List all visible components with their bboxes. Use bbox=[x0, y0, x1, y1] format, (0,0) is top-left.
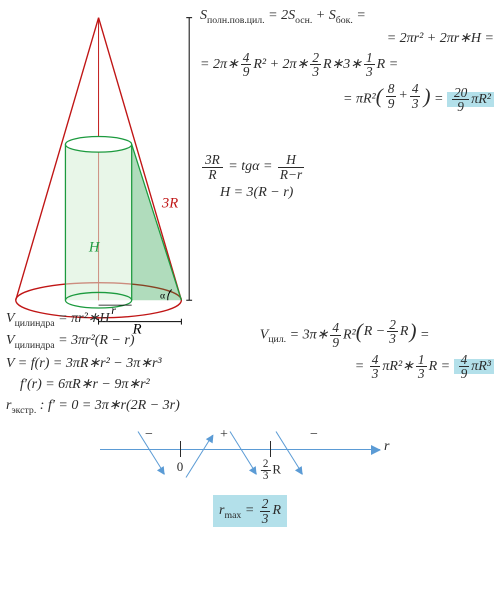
tick-0 bbox=[180, 441, 181, 457]
eq-fprime: f′(r) = 6πR∗r − 9π∗r² bbox=[20, 376, 260, 393]
sign-minus2: − bbox=[310, 427, 318, 443]
eq-Vfr: V = f(r) = 3πR∗r² − 3π∗r³ bbox=[6, 355, 260, 372]
eq-S-line2: = 2πr² + 2πr∗H = bbox=[200, 30, 494, 47]
axis-label-r: r bbox=[384, 439, 389, 455]
volume-block: Vцилиндра = πr²∗H Vцилиндра = 3πr²(R − r… bbox=[6, 308, 494, 417]
eq-tangent: 3RR = tgα = HR−r bbox=[200, 153, 494, 181]
arrow-down2 bbox=[230, 432, 257, 475]
eq-rextr: rэкстр. : f′ = 0 = 3π∗r(2R − 3r) bbox=[6, 397, 260, 416]
arrow-up bbox=[186, 435, 213, 478]
result-volume: 49πR³ bbox=[454, 359, 494, 374]
eq-VcylR1: Vцил. = 3π∗49R²R − 23R = bbox=[260, 318, 494, 349]
tick-23R bbox=[270, 441, 271, 457]
eq-Vcyl1: Vцилиндра = πr²∗H bbox=[6, 310, 260, 329]
sign-line-chart: r 0 23R − + − bbox=[100, 421, 400, 491]
ticklabel-23R: 23R bbox=[259, 459, 281, 482]
eq-S-line1: Sполн.пов.цил. = 2Sосн. + Sбок. = bbox=[200, 8, 494, 26]
eq-Vcyl2: Vцилиндра = 3πr²(R − r) bbox=[6, 333, 260, 351]
label-3R: 3R bbox=[161, 196, 178, 212]
eq-S-line3: = 2π∗49R² + 2π∗23R∗3∗13R = bbox=[200, 51, 494, 79]
rmax-result: rmax = 23R bbox=[6, 493, 494, 529]
eq-H: H = 3(R − r) bbox=[220, 185, 494, 201]
surface-area-block: Sполн.пов.цил. = 2Sосн. + Sбок. = = 2πr²… bbox=[196, 6, 494, 346]
eq-VcylR2: = 43πR²∗13R = 49πR³ bbox=[260, 353, 494, 381]
sign-plus: + bbox=[220, 427, 228, 443]
geometry-diagram: H 3R R r α bbox=[6, 6, 196, 346]
eq-S-line4: = πR²89+43 = 209πR² bbox=[200, 82, 494, 113]
top-row: H 3R R r α Sполн.пов.цил. = 2Sосн. + Sбо… bbox=[6, 6, 494, 346]
result-surface: 209πR² bbox=[447, 92, 494, 107]
label-H: H bbox=[88, 240, 101, 256]
label-alpha: α bbox=[160, 290, 165, 301]
ticklabel-0: 0 bbox=[177, 459, 184, 475]
sign-minus1: − bbox=[145, 427, 153, 443]
